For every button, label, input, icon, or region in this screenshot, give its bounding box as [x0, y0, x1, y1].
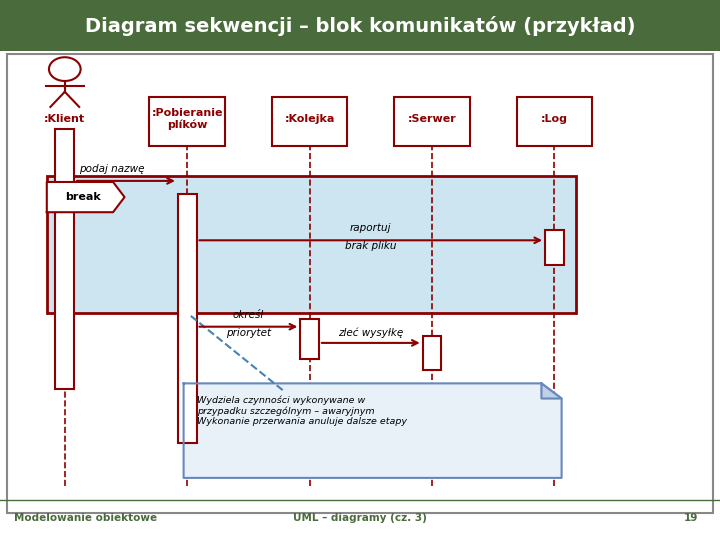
Text: break: break — [65, 192, 101, 202]
Text: zleć wysyłkę: zleć wysyłkę — [338, 327, 403, 338]
FancyBboxPatch shape — [545, 230, 564, 265]
Text: Modelowanie obiektowe: Modelowanie obiektowe — [14, 514, 158, 523]
Text: :Serwer: :Serwer — [408, 114, 456, 124]
Text: podaj nazwę: podaj nazwę — [79, 164, 144, 174]
Text: UML – diagramy (cz. 3): UML – diagramy (cz. 3) — [293, 514, 427, 523]
Text: :Log: :Log — [541, 114, 568, 124]
Text: 19: 19 — [684, 514, 698, 523]
FancyBboxPatch shape — [272, 97, 347, 146]
Text: :Kolejka: :Kolejka — [284, 114, 335, 124]
FancyBboxPatch shape — [150, 97, 225, 146]
FancyBboxPatch shape — [517, 97, 593, 146]
Text: Diagram sekwencji – blok komunikatów (przykład): Diagram sekwencji – blok komunikatów (pr… — [85, 16, 635, 36]
FancyBboxPatch shape — [300, 319, 319, 359]
FancyBboxPatch shape — [55, 129, 74, 389]
Text: brak pliku: brak pliku — [345, 241, 397, 252]
FancyBboxPatch shape — [0, 0, 720, 51]
Text: Wydziela czynności wykonywane w
przypadku szczególnym – awaryjnym
Wykonanie prze: Wydziela czynności wykonywane w przypadk… — [197, 395, 407, 426]
FancyBboxPatch shape — [423, 336, 441, 370]
Polygon shape — [184, 383, 562, 478]
Polygon shape — [541, 383, 562, 399]
FancyBboxPatch shape — [178, 194, 197, 443]
Text: określ: określ — [233, 310, 264, 320]
FancyBboxPatch shape — [395, 97, 469, 146]
Text: :Klient: :Klient — [44, 114, 86, 125]
FancyBboxPatch shape — [47, 176, 576, 313]
FancyBboxPatch shape — [7, 54, 713, 513]
Text: pliku: pliku — [99, 183, 124, 193]
Text: priorytet: priorytet — [226, 328, 271, 338]
Text: raportuj: raportuj — [350, 223, 392, 233]
Polygon shape — [47, 182, 125, 212]
Text: :Pobieranie
plíków: :Pobieranie plíków — [151, 107, 223, 130]
